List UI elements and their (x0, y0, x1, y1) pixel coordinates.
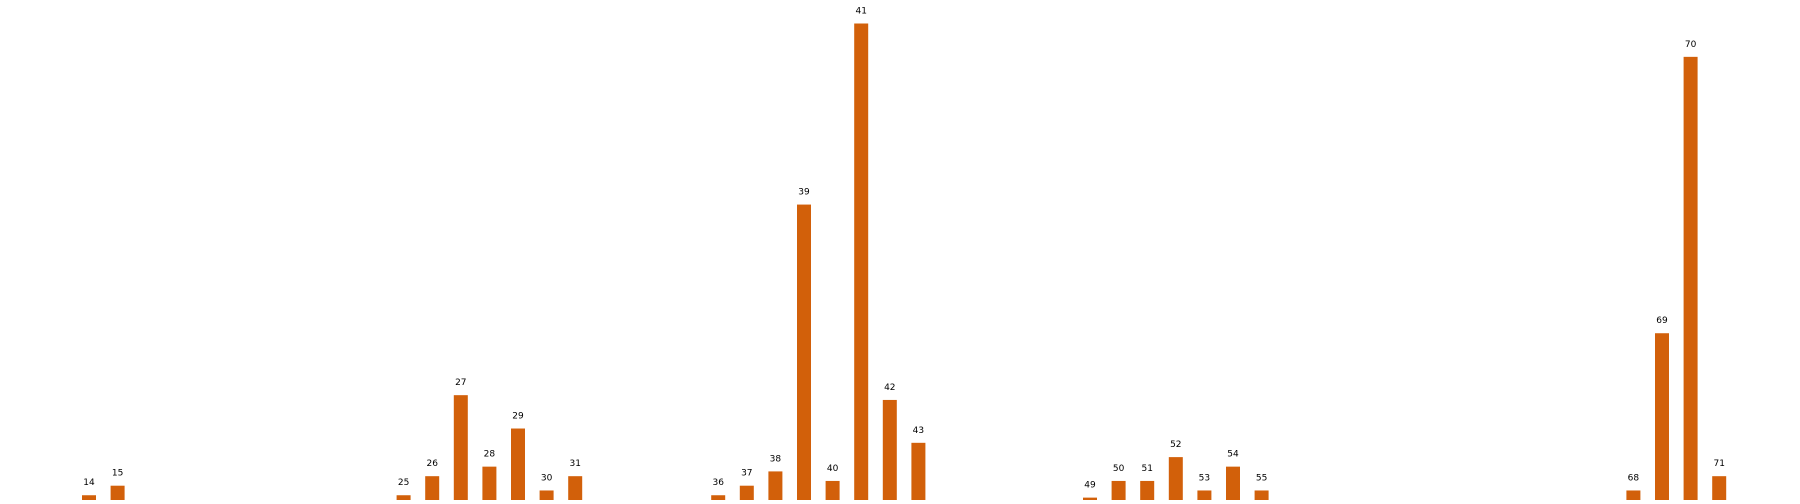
bar-label-27: 27 (455, 378, 466, 388)
bar-label-40: 40 (827, 464, 839, 474)
bar-38 (768, 471, 783, 500)
bar-70 (1683, 56, 1698, 500)
bar-40 (825, 480, 840, 500)
bar-label-68: 68 (1628, 473, 1640, 483)
bar-39 (797, 204, 811, 500)
bar-label-53: 53 (1199, 473, 1210, 483)
bar-label-70: 70 (1685, 40, 1697, 50)
bar-54 (1226, 466, 1240, 500)
bar-15 (110, 485, 125, 500)
bar-label-30: 30 (541, 473, 553, 483)
bar-30 (539, 490, 554, 500)
bar-label-41: 41 (855, 7, 866, 17)
bar-label-31: 31 (569, 459, 580, 469)
bar-50 (1111, 480, 1126, 500)
bar-52 (1168, 457, 1183, 500)
bar-label-69: 69 (1656, 316, 1668, 326)
bar-53 (1197, 490, 1212, 500)
bar-label-26: 26 (426, 459, 438, 469)
bar-label-36: 36 (712, 478, 724, 488)
bar-label-50: 50 (1113, 464, 1125, 474)
bar-label-39: 39 (798, 188, 810, 198)
bar-49 (1083, 497, 1097, 500)
bar-label-38: 38 (770, 454, 782, 464)
bar-label-15: 15 (112, 469, 123, 479)
bar-label-28: 28 (484, 450, 496, 460)
bar-28 (482, 466, 497, 500)
bar-14 (82, 495, 96, 500)
bar-label-43: 43 (913, 426, 924, 436)
bar-41 (854, 23, 869, 500)
bar-label-55: 55 (1256, 473, 1267, 483)
bar-label-51: 51 (1141, 464, 1152, 474)
bar-36 (711, 495, 726, 500)
bar-label-29: 29 (512, 412, 524, 422)
bar-29 (511, 428, 525, 500)
bar-label-49: 49 (1084, 481, 1096, 491)
bar-label-71: 71 (1713, 459, 1724, 469)
bar-37 (739, 485, 754, 500)
bar-43 (911, 442, 926, 500)
bar-label-25: 25 (398, 478, 409, 488)
bar-71 (1712, 476, 1727, 500)
bar-label-14: 14 (83, 478, 95, 488)
bar-42 (882, 399, 897, 500)
bar-label-52: 52 (1170, 440, 1181, 450)
bar-31 (568, 476, 583, 500)
bar-26 (425, 476, 440, 500)
bar-55 (1254, 490, 1269, 500)
bar-label-42: 42 (884, 383, 895, 393)
bar-68 (1626, 490, 1641, 500)
bar-label-54: 54 (1227, 450, 1239, 460)
bar-25 (396, 495, 411, 500)
bar-label-37: 37 (741, 469, 752, 479)
bar-27 (453, 395, 468, 500)
bar-51 (1140, 480, 1155, 500)
bar-69 (1655, 333, 1669, 500)
